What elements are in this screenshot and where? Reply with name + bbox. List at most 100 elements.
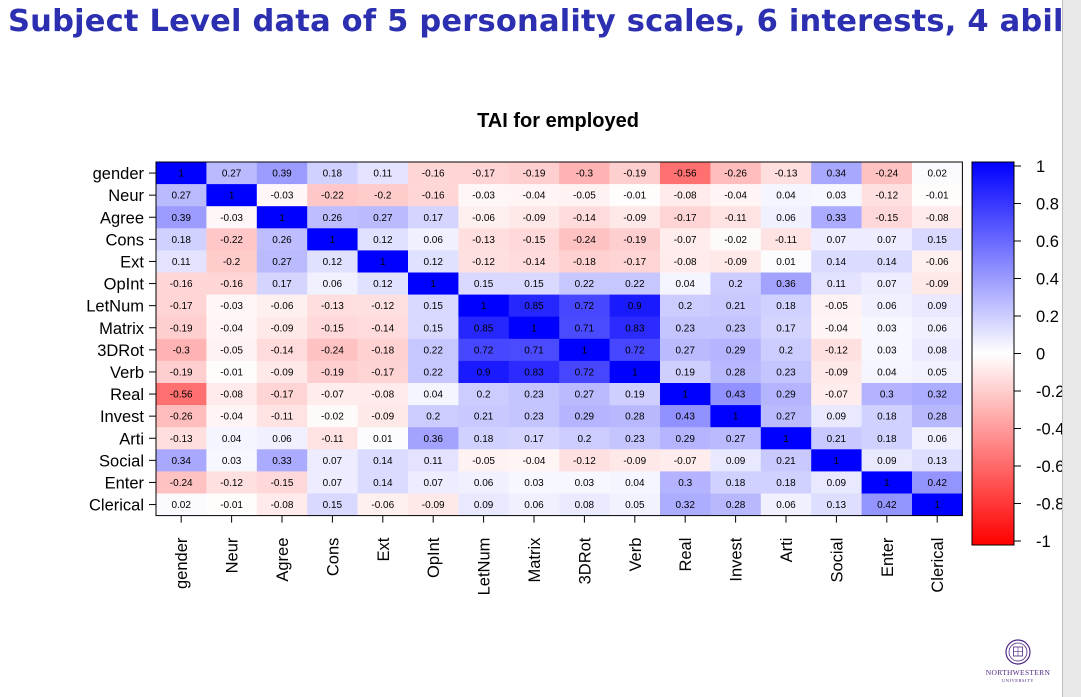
heatmap-cell	[912, 449, 963, 472]
cell-value-label: -0.06	[472, 213, 495, 224]
heatmap-cell	[811, 316, 862, 340]
cell-value-label: 0.18	[877, 412, 897, 423]
heatmap-cell	[307, 471, 358, 494]
plot-frame	[155, 161, 963, 517]
heatmap-cell	[660, 338, 711, 362]
cell-value-label: 0.07	[877, 235, 897, 246]
cell-value-label: 0.04	[776, 191, 796, 202]
heatmap-cell	[256, 449, 308, 472]
heatmap-cell	[660, 493, 711, 516]
cell-value-label: -0.05	[220, 345, 243, 356]
cell-value-label: 0.22	[575, 279, 595, 290]
heatmap-cell	[912, 294, 963, 317]
y-tick-label: Enter	[105, 474, 145, 492]
slide-title: Subject Level data of 5 personality scal…	[8, 4, 1081, 39]
heatmap-cell	[760, 206, 812, 229]
heatmap-cell	[559, 360, 610, 384]
cell-value-label: 1	[380, 257, 386, 268]
heatmap-cell	[660, 250, 711, 273]
cell-value-label: 0.04	[625, 478, 645, 489]
cell-value-label: 1	[582, 345, 588, 356]
cell-value-label: 0.12	[423, 257, 443, 268]
heatmap-cell	[307, 316, 358, 340]
heatmap-cell	[256, 162, 308, 185]
cell-value-label: -0.17	[623, 257, 646, 268]
heatmap-cell	[156, 449, 207, 472]
cell-value-label: -0.03	[472, 191, 495, 202]
cell-value-label: 0.22	[423, 345, 443, 356]
cell-value-label: 0.09	[827, 412, 847, 423]
cell-value-label: -0.17	[271, 390, 294, 401]
cell-value-label: 0.09	[927, 301, 947, 312]
cell-value-label: 0.23	[524, 390, 544, 401]
cell-value-label: 0.12	[373, 235, 393, 246]
cell-value-label: 0.72	[625, 345, 645, 356]
heatmap-cell	[811, 272, 862, 295]
cell-value-label: -0.09	[271, 323, 294, 334]
cell-value-label: 0.03	[524, 478, 544, 489]
cell-value-label: 0.06	[474, 478, 494, 489]
cell-value-label: -0.09	[825, 367, 848, 378]
cell-value-label: 0.15	[927, 235, 947, 246]
heatmap-cell	[609, 250, 661, 273]
x-tick-label: OpInt	[425, 537, 443, 578]
cell-value-label: 0.07	[827, 235, 847, 246]
heatmap-cell	[811, 427, 862, 450]
x-tick-label: Ext	[375, 537, 393, 561]
slide-scrollbar[interactable]	[1062, 0, 1081, 697]
heatmap-cell	[508, 316, 560, 340]
cell-value-label: 0.17	[524, 434, 544, 445]
heatmap-cell	[408, 360, 459, 384]
cell-value-label: -0.17	[371, 367, 394, 378]
cell-value-label: 1	[682, 390, 688, 401]
cell-value-label: -0.03	[220, 301, 243, 312]
cell-value-label: -0.17	[472, 169, 495, 180]
cell-value-label: 0.9	[628, 301, 642, 312]
heatmap-cell	[307, 383, 358, 406]
cell-value-label: 0.05	[625, 500, 645, 511]
heatmap-cell	[307, 250, 358, 273]
heatmap-cell	[660, 383, 711, 406]
cell-value-label: 1	[783, 434, 789, 445]
heatmap-cell	[861, 405, 913, 428]
cell-value-label: -0.24	[321, 345, 344, 356]
cell-value-label: 0.11	[373, 169, 392, 180]
cell-value-label: 0.32	[675, 500, 695, 511]
heatmap-cell	[206, 449, 258, 472]
heatmap-cell	[206, 184, 258, 207]
y-tick-label: Arti	[119, 430, 144, 448]
cell-value-label: 0.08	[927, 345, 947, 356]
cell-value-label: 0.04	[675, 279, 695, 290]
heatmap-cell	[559, 162, 610, 185]
cell-value-label: 0.27	[222, 169, 242, 180]
cell-value-label: 0.83	[625, 323, 645, 334]
heatmap-cell	[508, 449, 560, 472]
heatmap-cell	[559, 383, 610, 406]
cell-value-label: -0.19	[623, 235, 646, 246]
heatmap-cell	[256, 427, 308, 450]
cell-value-label: 0.2	[678, 301, 692, 312]
cell-value-label: -0.04	[220, 412, 243, 423]
cell-value-label: -0.14	[523, 257, 546, 268]
cell-value-label: 0.07	[323, 478, 343, 489]
heatmap-cell	[811, 338, 862, 362]
heatmap-cell	[357, 383, 409, 406]
heatmap-cell	[256, 493, 308, 516]
cell-value-label: 1	[330, 235, 336, 246]
cell-value-label: 0.12	[373, 279, 393, 290]
heatmap-cell	[710, 405, 762, 428]
heatmap-cell	[559, 294, 610, 317]
cell-value-label: 0.18	[474, 434, 494, 445]
heatmap-cell	[256, 228, 308, 251]
heatmap-cell	[307, 360, 358, 384]
heatmap-cell	[609, 272, 661, 295]
heatmap-cell	[559, 184, 610, 207]
heatmap-cell	[458, 294, 510, 317]
cell-value-label: 0.21	[827, 434, 847, 445]
color-legend-bar	[972, 162, 1014, 545]
heatmap-cell	[660, 471, 711, 494]
cell-value-label: -0.09	[523, 213, 546, 224]
heatmap-cell	[256, 360, 308, 384]
cell-value-label: -0.08	[674, 257, 697, 268]
legend-tick-label: 0.2	[1036, 308, 1059, 326]
